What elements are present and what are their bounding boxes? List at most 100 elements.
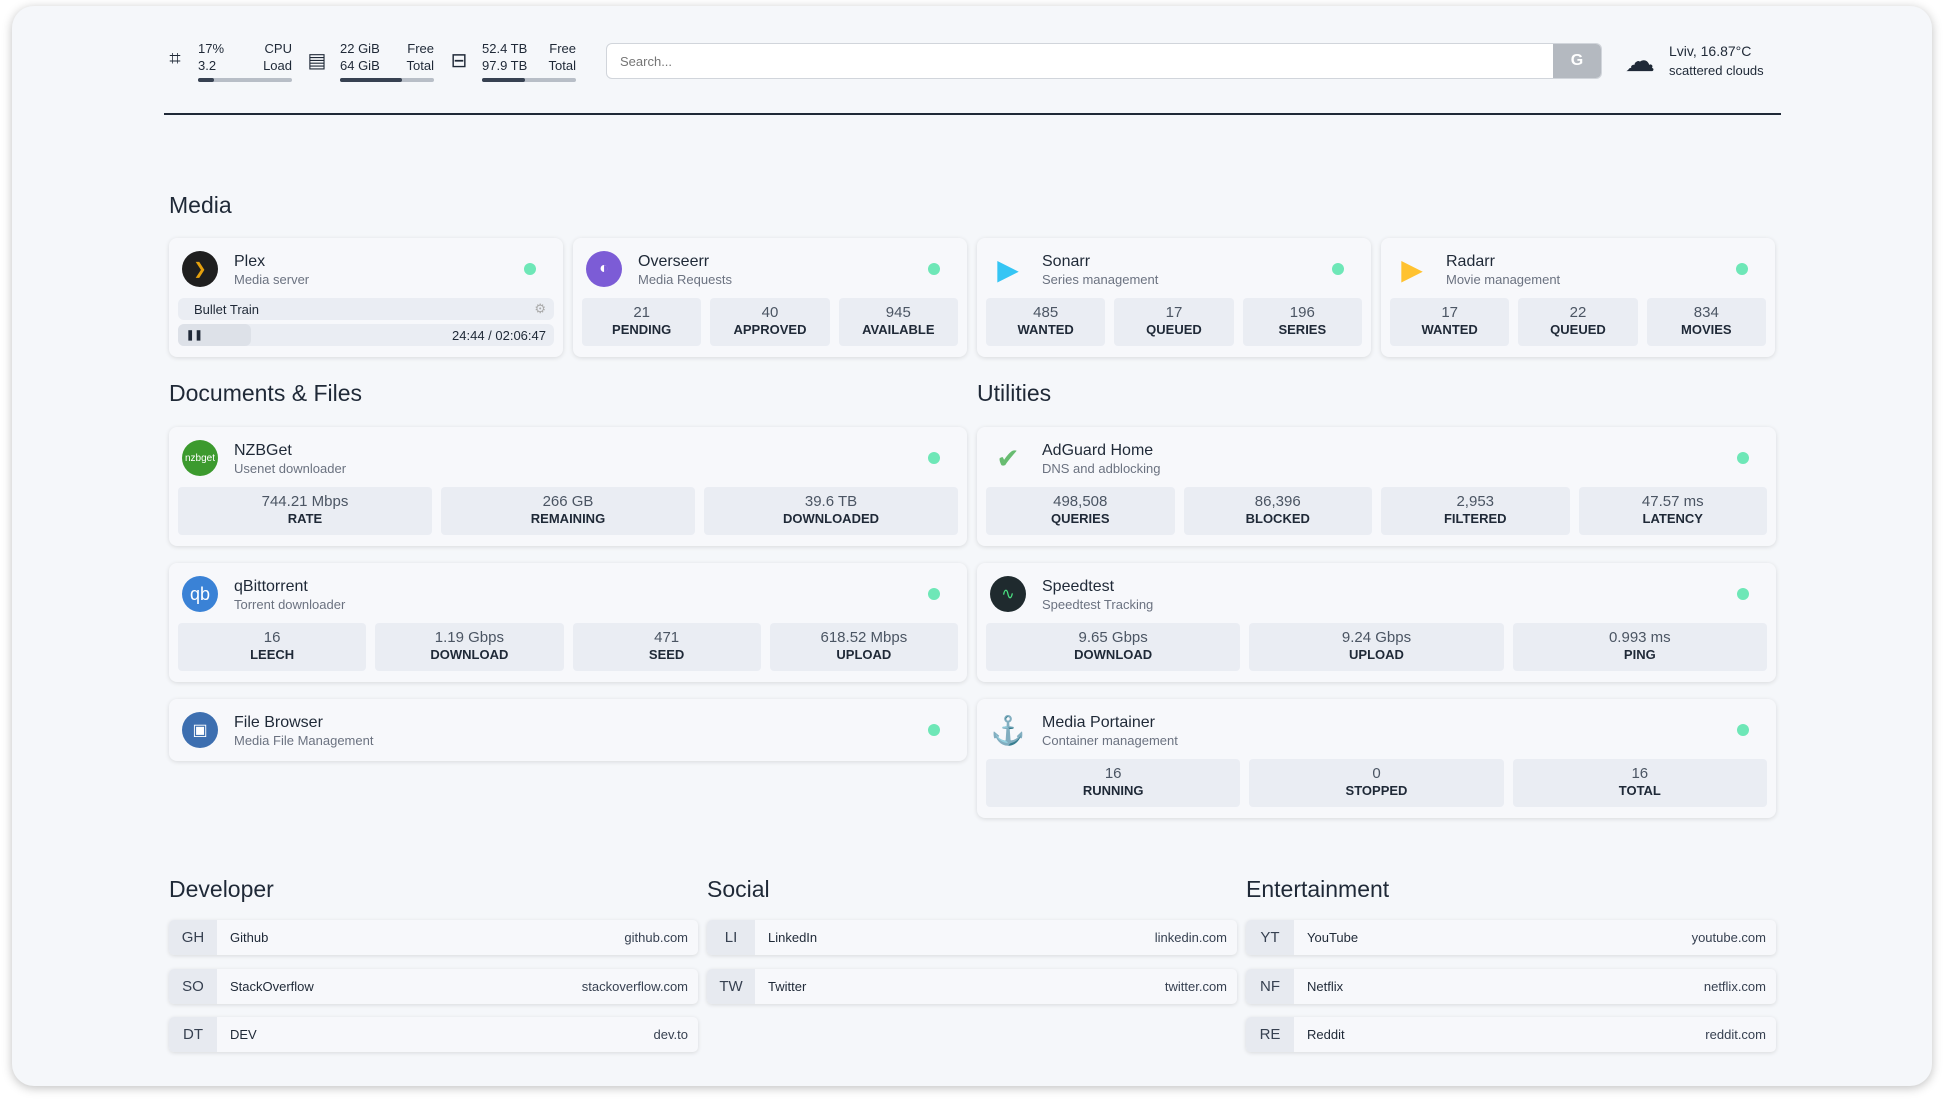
portainer-icon: ⚓	[990, 714, 1026, 746]
stat-ping: 0.993 ms PING	[1512, 623, 1767, 671]
stat-leech: 16 LEECH	[178, 623, 367, 671]
stat-value: 618.52 Mbps	[820, 629, 908, 646]
bookmark-name: DEV	[230, 1027, 257, 1042]
stat-download: 9.65 Gbps DOWNLOAD	[986, 623, 1241, 671]
status-indicator	[1737, 588, 1749, 600]
weather-desc: scattered clouds	[1669, 63, 1764, 78]
service-card-nzbget[interactable]: nzbget NZBGet Usenet downloader 744.21 Mb…	[169, 427, 967, 546]
cpu-label: CPU	[264, 41, 292, 56]
stat-value: 39.6 TB	[804, 493, 858, 510]
service-desc: Speedtest Tracking	[1042, 596, 1154, 612]
stat-rate: 744.21 Mbps RATE	[178, 487, 432, 535]
service-card-qbittorrent[interactable]: qb qBittorrent Torrent downloader 16 LEECH…	[169, 563, 967, 682]
search-bar: G	[606, 43, 1602, 79]
nzbget-icon: nzbget	[182, 440, 218, 476]
stat-value: 2,953	[1456, 493, 1495, 510]
stat-label: WANTED	[1017, 322, 1074, 337]
bookmark-dev[interactable]: DT DEV dev.to	[169, 1017, 698, 1052]
total-label: Total	[548, 58, 576, 73]
stat-movies: 834 MOVIES	[1646, 298, 1766, 346]
memory-free: 22 GiB	[340, 41, 380, 56]
adguard-shield-icon: ✔	[996, 442, 1020, 474]
stat-label: REMAINING	[530, 511, 606, 526]
disk-icon: ⊟	[450, 50, 468, 72]
section-media: Media	[169, 192, 232, 218]
service-card-media-portainer[interactable]: ⚓ Media Portainer Container management 16…	[977, 699, 1776, 818]
service-card-speedtest[interactable]: ∿ Speedtest Speedtest Tracking 9.65 Gbps D…	[977, 563, 1776, 682]
stat-stopped: 0 STOPPED	[1249, 759, 1504, 807]
stat-label: QUERIES	[1050, 511, 1110, 526]
bookmark-abbr: YT	[1246, 920, 1294, 955]
settings-icon[interactable]: ⚙	[534, 301, 546, 316]
plex-icon: ❯	[182, 251, 218, 287]
status-indicator	[1737, 452, 1749, 464]
search-input[interactable]	[607, 53, 1553, 69]
stat-approved: 40 APPROVED	[710, 298, 830, 346]
stat-value: 16	[1104, 765, 1122, 782]
service-name: NZBGet	[234, 441, 292, 459]
bookmark-linkedin[interactable]: LI LinkedIn linkedin.com	[707, 920, 1237, 955]
stat-label: WANTED	[1421, 322, 1478, 337]
service-card-adguard-home[interactable]: ✔ AdGuard Home DNS and adblocking 498,508…	[977, 427, 1776, 546]
memory-bar	[340, 78, 434, 82]
service-name: AdGuard Home	[1042, 441, 1154, 459]
bookmark-youtube[interactable]: YT YouTube youtube.com	[1246, 920, 1776, 955]
stat-label: DOWNLOAD	[1074, 647, 1153, 662]
stat-value: 16	[1631, 765, 1649, 782]
playback-time: 24:44 / 02:06:47	[452, 327, 546, 343]
stat-value: 834	[1693, 304, 1719, 321]
disk-total: 97.9 TB	[482, 58, 528, 73]
stat-value: 1.19 Gbps	[434, 629, 504, 646]
status-indicator	[928, 588, 940, 600]
stat-value: 471	[654, 629, 680, 646]
stat-available: 945 AVAILABLE	[838, 298, 958, 346]
bookmark-name: Github	[230, 930, 269, 945]
stat-label: MOVIES	[1681, 322, 1732, 337]
bookmark-twitter[interactable]: TW Twitter twitter.com	[707, 968, 1237, 1004]
stat-label: SERIES	[1278, 322, 1327, 337]
section-social: Social	[707, 876, 770, 902]
stat-label: SEED	[648, 647, 685, 662]
disk-free: 52.4 TB	[482, 41, 528, 56]
service-card-overseerr[interactable]: ◐ Overseerr Media Requests 21 PENDING 40 APP…	[573, 238, 967, 357]
bookmark-name: StackOverflow	[230, 978, 314, 994]
bookmark-abbr: DT	[169, 1017, 217, 1052]
service-desc: Movie management	[1446, 271, 1561, 287]
free-label: Free	[549, 41, 576, 56]
stat-seed: 471 SEED	[572, 623, 761, 671]
bookmark-reddit[interactable]: RE Reddit reddit.com	[1246, 1017, 1776, 1052]
memory-icon: ▤	[307, 50, 327, 72]
service-desc: Container management	[1042, 732, 1178, 748]
stat-value: 945	[885, 304, 911, 321]
stat-value: 47.57 ms	[1641, 493, 1704, 510]
stat-wanted: 17 WANTED	[1390, 298, 1510, 346]
weather-widget: ☁ Lviv, 16.87°C scattered clouds	[1625, 42, 1764, 80]
service-card-file-browser[interactable]: ▣ File Browser Media File Management	[169, 699, 967, 761]
service-card-sonarr[interactable]: ▶ Sonarr Series management 485 WANTED 17 QUE…	[977, 238, 1371, 357]
stat-value: 9.65 Gbps	[1078, 629, 1148, 646]
cpu-icon: ⌗	[169, 48, 181, 70]
stat-wanted: 485 WANTED	[986, 298, 1106, 346]
section-entertainment: Entertainment	[1246, 876, 1390, 902]
dashboard-frame	[12, 6, 1932, 1086]
service-card-plex[interactable]: ❯ Plex Media server Bullet Train ⚙ ❚❚ 24:44…	[169, 238, 563, 357]
stat-label: LATENCY	[1642, 511, 1703, 526]
now-playing: Bullet Train ⚙	[178, 298, 554, 320]
stat-value: 17	[1165, 304, 1183, 321]
disk-bar	[482, 78, 576, 82]
stat-label: UPLOAD	[1349, 647, 1404, 662]
service-card-radarr[interactable]: ▶ Radarr Movie management 17 WANTED 22 QUEUE…	[1381, 238, 1775, 357]
bookmark-stackoverflow[interactable]: SO StackOverflow stackoverflow.com	[169, 968, 698, 1004]
search-engine-button[interactable]: G	[1553, 44, 1601, 78]
bookmark-github[interactable]: GH Github github.com	[169, 920, 698, 955]
bookmark-netflix[interactable]: NF Netflix netflix.com	[1246, 968, 1776, 1004]
stat-blocked: 86,396 BLOCKED	[1183, 487, 1372, 535]
stat-upload: 618.52 Mbps UPLOAD	[769, 623, 958, 671]
bookmark-name: YouTube	[1307, 930, 1359, 945]
pause-icon[interactable]: ❚❚	[186, 329, 203, 341]
playback-bar[interactable]: ❚❚ 24:44 / 02:06:47	[178, 324, 554, 346]
stat-label: RUNNING	[1082, 783, 1144, 798]
stat-label: PING	[1623, 647, 1656, 662]
bookmark-url: reddit.com	[1705, 1027, 1766, 1042]
section-developer: Developer	[169, 876, 274, 902]
